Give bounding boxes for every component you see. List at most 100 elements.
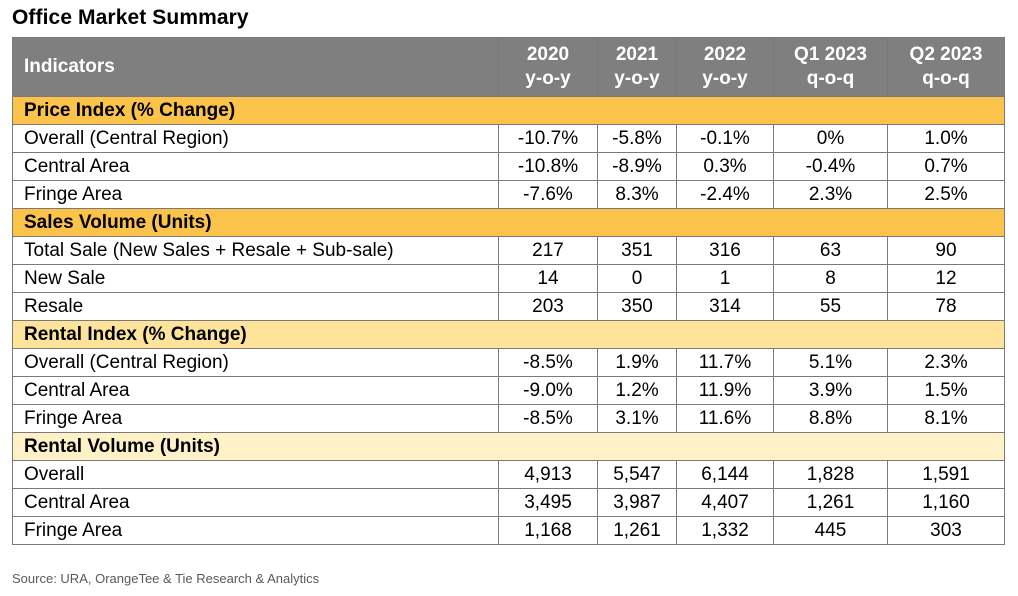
table-cell: -5.8%	[597, 124, 677, 153]
section-header-row: Price Index (% Change)	[12, 96, 1005, 125]
table-cell: 303	[887, 516, 1005, 545]
office-market-summary-table: Indicators 2020 y-o-y 2021 y-o-y 2022 y-o-y Q1 …	[12, 37, 1005, 545]
table-cell: 4,407	[676, 488, 774, 517]
table-cell: 8	[773, 264, 888, 293]
table-row: Fringe Area -8.5% 3.1% 11.6% 8.8% 8.1%	[12, 404, 1005, 433]
header-line1: Indicators	[24, 56, 115, 77]
section-title: Rental Index (% Change)	[12, 320, 1005, 349]
table-row: Overall (Central Region) -8.5% 1.9% 11.7% 5.…	[12, 348, 1005, 377]
row-label: Overall (Central Region)	[12, 124, 499, 153]
row-label: Central Area	[12, 152, 499, 181]
table-cell: -7.6%	[498, 180, 598, 209]
row-label: Central Area	[12, 376, 499, 405]
table-cell: 1.5%	[887, 376, 1005, 405]
table-body: Price Index (% Change) Overall (Central R…	[12, 96, 1005, 545]
table-cell: 90	[887, 236, 1005, 265]
table-cell: 11.7%	[676, 348, 774, 377]
row-label: Fringe Area	[12, 180, 499, 209]
row-label: Overall (Central Region)	[12, 348, 499, 377]
table-cell: 1,332	[676, 516, 774, 545]
table-row: Central Area 3,495 3,987 4,407 1,261 1,160	[12, 488, 1005, 517]
table-cell: 1	[676, 264, 774, 293]
header-line1: 2020	[526, 44, 570, 65]
table-cell: -9.0%	[498, 376, 598, 405]
table-cell: 1.0%	[887, 124, 1005, 153]
table-cell: 8.1%	[887, 404, 1005, 433]
table-row: New Sale 14 0 1 8 12	[12, 264, 1005, 293]
header-line1: Q2 2023	[909, 44, 983, 65]
table-cell: 5.1%	[773, 348, 888, 377]
section-title: Sales Volume (Units)	[12, 208, 1005, 237]
table-cell: 350	[597, 292, 677, 321]
header-column: 2022 y-o-y	[676, 37, 774, 97]
table-cell: 2.3%	[773, 180, 888, 209]
header-column: 2020 y-o-y	[498, 37, 598, 97]
table-cell: 0.3%	[676, 152, 774, 181]
table-cell: 6,144	[676, 460, 774, 489]
table-cell: 3.1%	[597, 404, 677, 433]
row-label: Resale	[12, 292, 499, 321]
header-line2: q-o-q	[922, 68, 970, 89]
header-column: Q1 2023 q-o-q	[773, 37, 888, 97]
table-cell: 1,828	[773, 460, 888, 489]
table-header-row: Indicators 2020 y-o-y 2021 y-o-y 2022 y-o-y Q1 …	[12, 37, 1005, 97]
table-cell: 2.5%	[887, 180, 1005, 209]
section-title: Price Index (% Change)	[12, 96, 1005, 125]
row-label: Fringe Area	[12, 404, 499, 433]
table-cell: -8.5%	[498, 404, 598, 433]
page-title: Office Market Summary	[12, 6, 249, 29]
table-cell: -0.4%	[773, 152, 888, 181]
table-cell: 5,547	[597, 460, 677, 489]
table-cell: 2.3%	[887, 348, 1005, 377]
table-row: Total Sale (New Sales + Resale + Sub-sal…	[12, 236, 1005, 265]
table-cell: 1,261	[597, 516, 677, 545]
table-cell: 3.9%	[773, 376, 888, 405]
table-row: Overall (Central Region) -10.7% -5.8% -0.1%…	[12, 124, 1005, 153]
table-cell: 1,168	[498, 516, 598, 545]
table-cell: 1.9%	[597, 348, 677, 377]
table-cell: 203	[498, 292, 598, 321]
section-title: Rental Volume (Units)	[12, 432, 1005, 461]
table-cell: 3,987	[597, 488, 677, 517]
header-column: Q2 2023 q-o-q	[887, 37, 1005, 97]
table-cell: 1,160	[887, 488, 1005, 517]
table-cell: -10.7%	[498, 124, 598, 153]
table-row: Overall 4,913 5,547 6,144 1,828 1,591	[12, 460, 1005, 489]
table-cell: -8.5%	[498, 348, 598, 377]
table-row: Central Area -9.0% 1.2% 11.9% 3.9% 1.5%	[12, 376, 1005, 405]
header-line1: Q1 2023	[794, 44, 867, 65]
header-line2: y-o-y	[525, 68, 571, 89]
table-cell: 8.3%	[597, 180, 677, 209]
table-cell: 3,495	[498, 488, 598, 517]
table-cell: 11.6%	[676, 404, 774, 433]
table-row: Resale 203 350 314 55 78	[12, 292, 1005, 321]
row-label: Fringe Area	[12, 516, 499, 545]
row-label: New Sale	[12, 264, 499, 293]
header-line1: 2021	[615, 44, 659, 65]
row-label: Total Sale (New Sales + Resale + Sub-sal…	[12, 236, 499, 265]
table-cell: -2.4%	[676, 180, 774, 209]
section-header-row: Rental Index (% Change)	[12, 320, 1005, 349]
row-label: Central Area	[12, 488, 499, 517]
table-cell: 1,261	[773, 488, 888, 517]
section-header-row: Rental Volume (Units)	[12, 432, 1005, 461]
table-cell: 351	[597, 236, 677, 265]
table-cell: -10.8%	[498, 152, 598, 181]
table-cell: 1,591	[887, 460, 1005, 489]
table-cell: 4,913	[498, 460, 598, 489]
table-cell: 1.2%	[597, 376, 677, 405]
header-line2: q-o-q	[806, 68, 855, 89]
table-cell: 14	[498, 264, 598, 293]
table-cell: -0.1%	[676, 124, 774, 153]
table-cell: 217	[498, 236, 598, 265]
header-line2: y-o-y	[702, 68, 748, 89]
table-cell: 0.7%	[887, 152, 1005, 181]
section-header-row: Sales Volume (Units)	[12, 208, 1005, 237]
source-note: Source: URA, OrangeTee & Tie Research & …	[12, 571, 320, 586]
table-cell: 12	[887, 264, 1005, 293]
table-row: Central Area -10.8% -8.9% 0.3% -0.4% 0.7%	[12, 152, 1005, 181]
table-row: Fringe Area -7.6% 8.3% -2.4% 2.3% 2.5%	[12, 180, 1005, 209]
table-cell: 8.8%	[773, 404, 888, 433]
table-cell: 63	[773, 236, 888, 265]
header-column: 2021 y-o-y	[597, 37, 677, 97]
